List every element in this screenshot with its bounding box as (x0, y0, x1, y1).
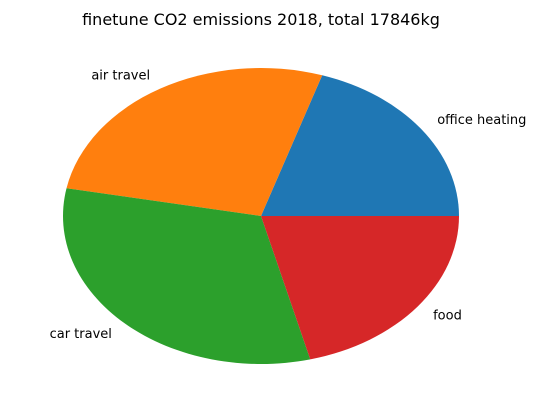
pie-slice-air-travel (66, 68, 323, 216)
chart-title: finetune CO2 emissions 2018, total 17846… (82, 10, 440, 29)
pie-labels: office heating air travel car travel food (50, 68, 527, 342)
pie-label-car-travel: car travel (50, 327, 112, 342)
pie-slices (62, 68, 459, 364)
pie-slice-food (261, 216, 459, 360)
pie-label-office-heating: office heating (437, 113, 526, 128)
pie-label-air-travel: air travel (91, 68, 150, 83)
pie-slice-office-heating (261, 75, 459, 216)
pie-label-food: food (433, 308, 462, 323)
pie-slice-car-travel (62, 188, 311, 364)
